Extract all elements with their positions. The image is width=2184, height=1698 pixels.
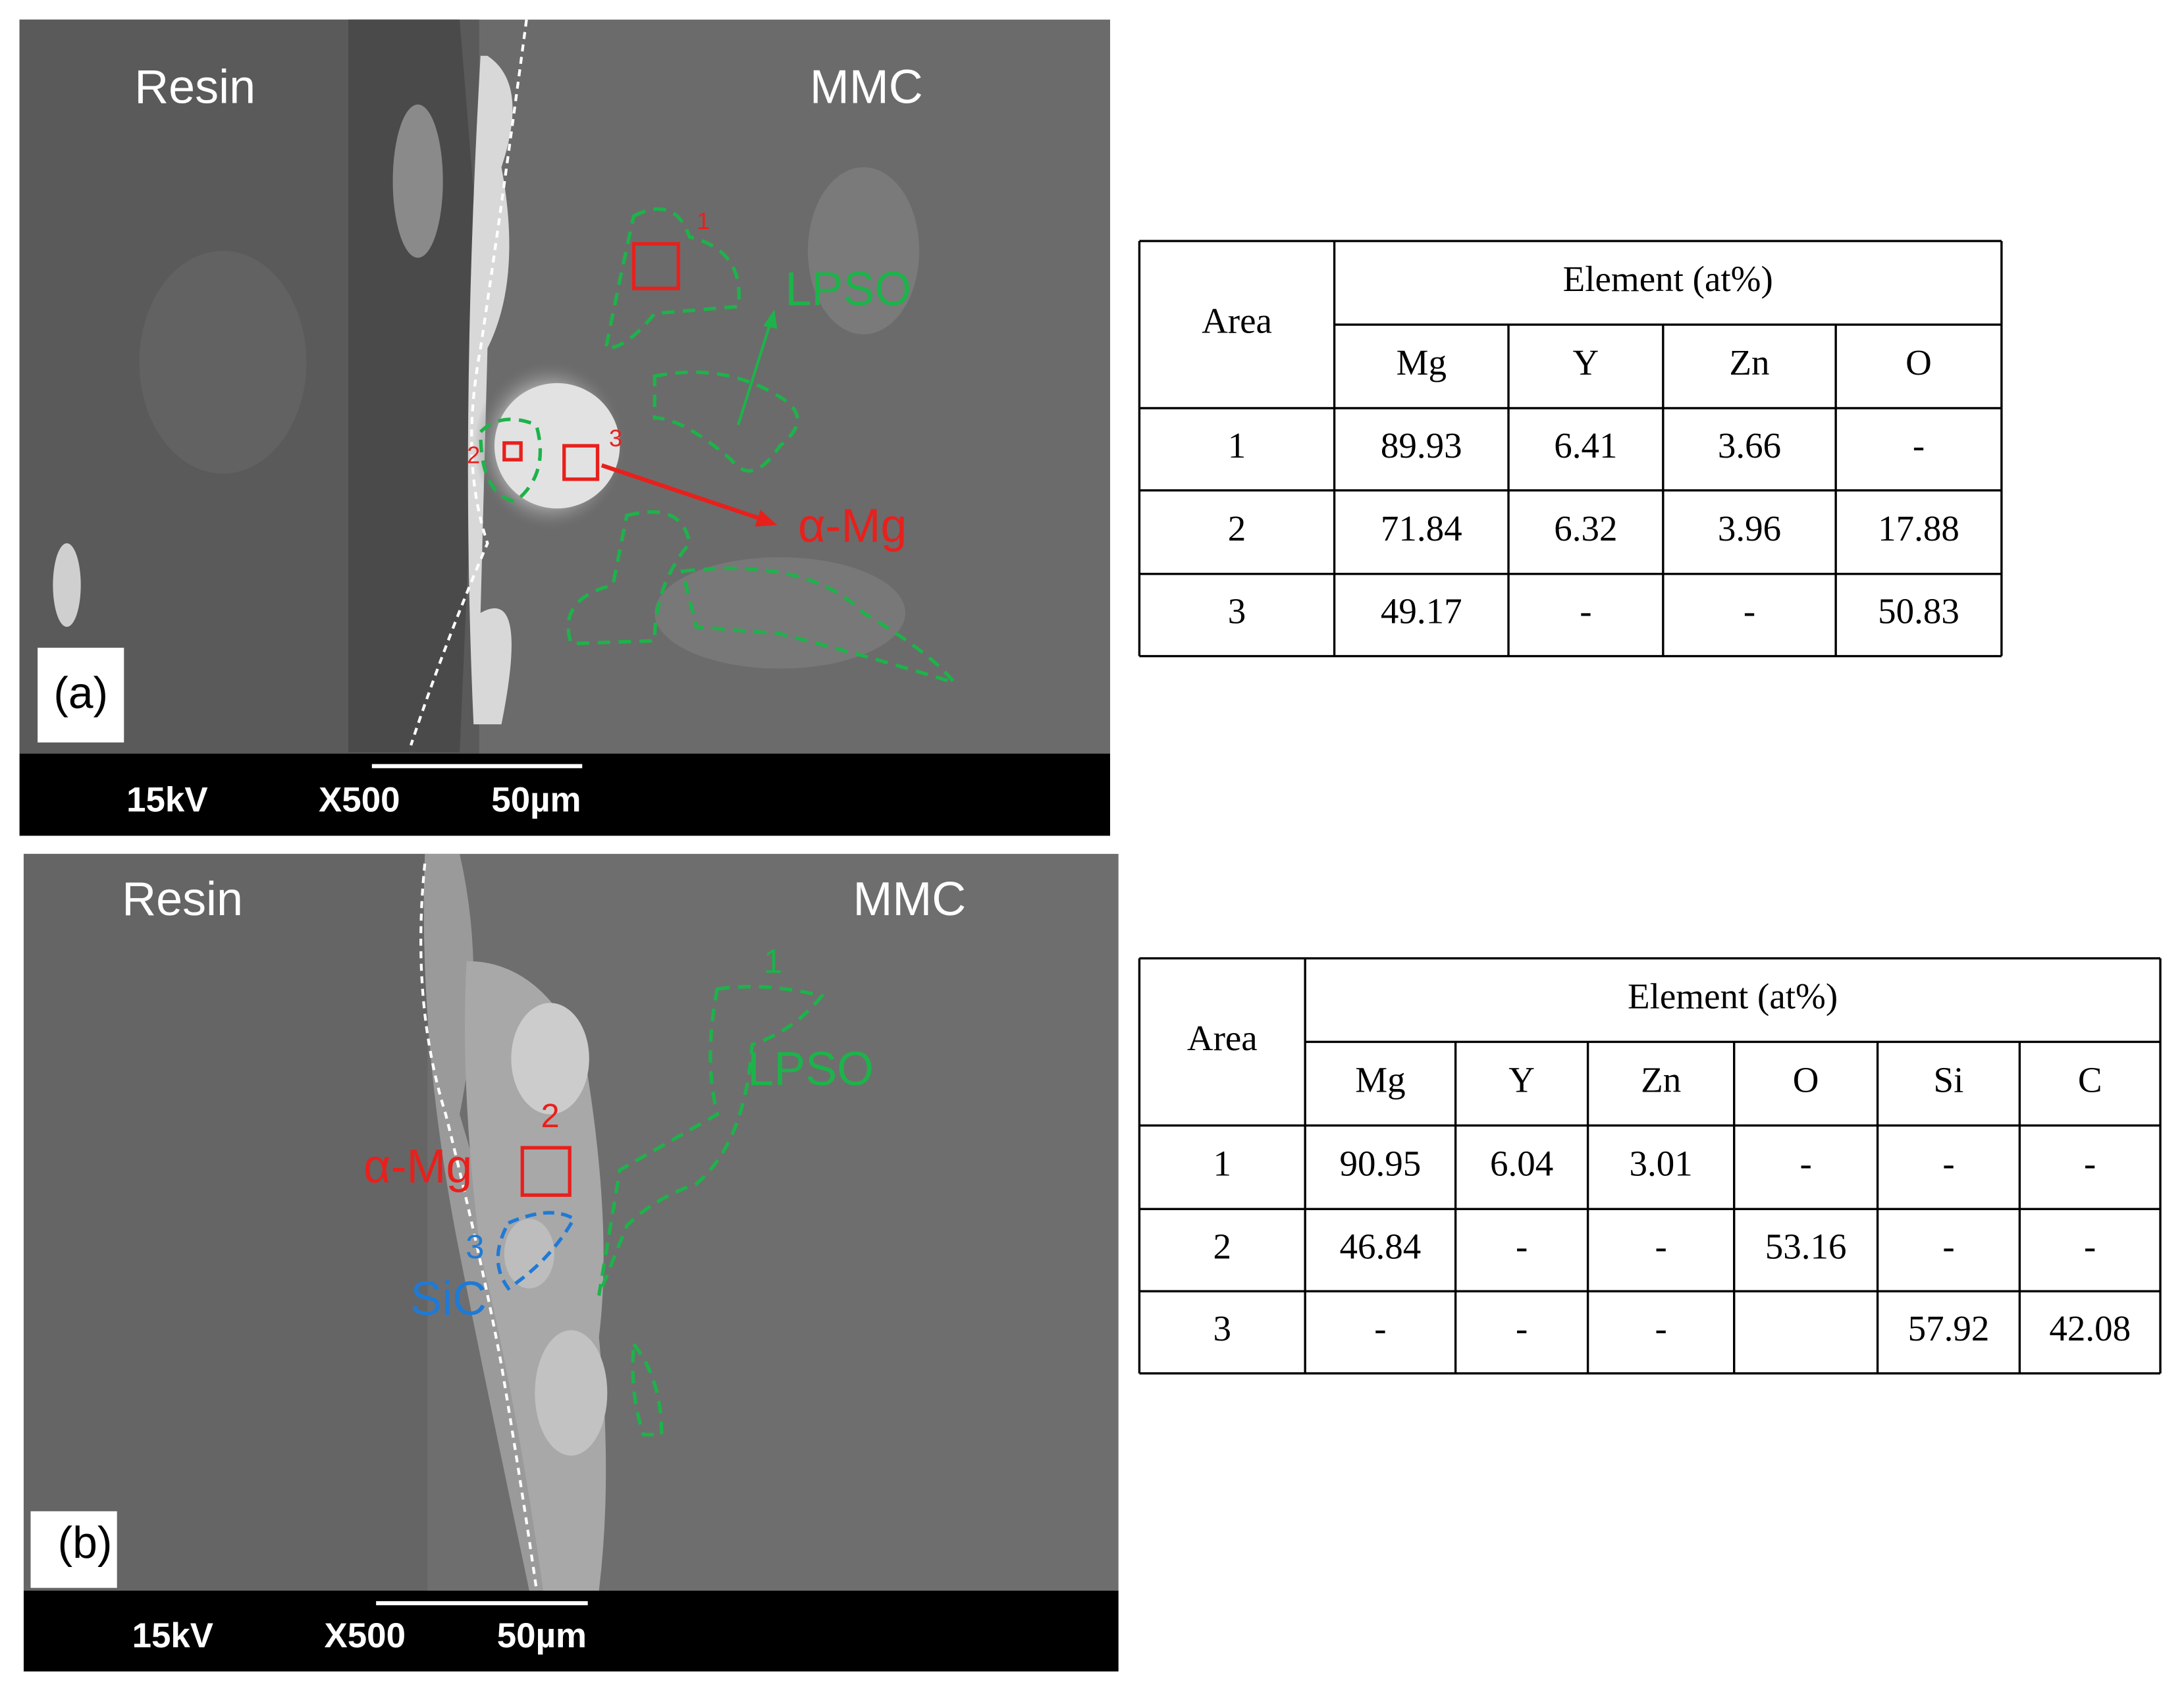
phase-label: SiC — [410, 1273, 487, 1325]
column-header: Si — [1934, 1060, 1964, 1100]
table-cell: 17.88 — [1878, 508, 1959, 548]
scale-bar-text: 50µm — [491, 781, 581, 820]
table-cell: 6.41 — [1554, 425, 1617, 465]
table-header: Area — [1187, 1018, 1258, 1058]
table: Area Element (at%) Mg Y Zn O 1 89.93 6.41 3.66 - 2 7… — [1138, 240, 2003, 658]
area-label: 1 — [697, 207, 710, 234]
table-cell: 3.96 — [1718, 508, 1781, 548]
table-cell: 53.16 — [1765, 1226, 1847, 1266]
annotations: (a) Resin MMC LPSO α-Mg 1 2 3 15kV X500 50µm (b) Res… — [53, 61, 966, 1655]
table-cell: - — [1799, 1144, 1811, 1184]
column-header: Zn — [1641, 1060, 1681, 1100]
table-cell: - — [1655, 1308, 1666, 1348]
region-label: Resin — [122, 873, 243, 926]
table-cell: - — [1516, 1226, 1528, 1266]
area-label: 2 — [467, 442, 480, 469]
area-label: 3 — [609, 425, 622, 452]
table-cell: - — [1580, 591, 1591, 631]
phase-label: α-Mg — [363, 1140, 472, 1193]
table-cell: 71.84 — [1381, 508, 1462, 548]
table-cell: 1 — [1228, 425, 1246, 465]
column-header: O — [1793, 1060, 1819, 1100]
area-label: 1 — [764, 942, 782, 980]
table-header: Area — [1202, 301, 1272, 341]
table-cell: - — [1942, 1226, 1954, 1266]
table-cell: 2 — [1213, 1226, 1232, 1266]
table-header: Element (at%) — [1628, 976, 1838, 1017]
region-label: MMC — [810, 61, 923, 114]
table-cell: - — [1913, 425, 1925, 465]
table-cell: - — [1655, 1226, 1666, 1266]
table-cell: 6.32 — [1554, 508, 1617, 548]
table-cell: - — [1374, 1308, 1386, 1348]
table-cell: 3.66 — [1718, 425, 1781, 465]
table-cell: 89.93 — [1381, 425, 1462, 465]
scale-bar-text: 15kV — [126, 781, 208, 820]
column-header: Mg — [1397, 342, 1447, 383]
table-cell: 3 — [1228, 591, 1246, 631]
table: Area Element (at%) Mg Y Zn O Si C 1 90.95 6.04 3.01… — [1138, 957, 2162, 1375]
table-cell: - — [1744, 591, 1755, 631]
table-cell: 6.04 — [1490, 1144, 1553, 1184]
scale-bar-text: X500 — [324, 1616, 406, 1655]
phase-label: α-Mg — [798, 500, 907, 552]
column-header: Y — [1508, 1060, 1535, 1100]
column-header: Y — [1573, 342, 1599, 383]
area-label: 3 — [466, 1228, 484, 1265]
scale-bar-text: 50µm — [497, 1616, 587, 1655]
column-header: Mg — [1355, 1060, 1405, 1100]
table-cell: 50.83 — [1878, 591, 1959, 631]
table-cell: 90.95 — [1340, 1144, 1422, 1184]
table-cell: 49.17 — [1381, 591, 1462, 631]
table-header: Element (at%) — [1563, 259, 1773, 299]
column-header: C — [2078, 1060, 2102, 1100]
phase-label: LPSO — [747, 1043, 874, 1096]
table-cell: 2 — [1228, 508, 1246, 548]
scale-bar-text: X500 — [319, 781, 400, 820]
phase-label: LPSO — [785, 263, 911, 315]
area-label: 2 — [541, 1097, 559, 1134]
region-label: Resin — [134, 61, 255, 114]
column-header: O — [1905, 342, 1932, 383]
sem-image-b — [23, 853, 1119, 1672]
panel-label: (b) — [58, 1518, 113, 1568]
tables: Area Element (at%) Mg Y Zn O 1 89.93 6.41 3.66 - 2 7… — [1138, 240, 2162, 1375]
table-cell: 3.01 — [1630, 1144, 1693, 1184]
table-cell: - — [2084, 1226, 2096, 1266]
column-header: Zn — [1729, 342, 1769, 383]
table-cell: 1 — [1213, 1144, 1232, 1184]
table-cell: 57.92 — [1908, 1308, 1990, 1348]
panel-label: (a) — [53, 669, 108, 718]
sem-image-a — [19, 19, 1111, 836]
scale-bar-text: 15kV — [132, 1616, 214, 1655]
table-cell: - — [2084, 1144, 2096, 1184]
table-cell: 46.84 — [1340, 1226, 1422, 1266]
table-cell: 3 — [1213, 1308, 1232, 1348]
table-cell: - — [1516, 1308, 1528, 1348]
table-cell: - — [1942, 1144, 1954, 1184]
region-label: MMC — [853, 873, 967, 926]
table-cell: 42.08 — [2049, 1308, 2131, 1348]
